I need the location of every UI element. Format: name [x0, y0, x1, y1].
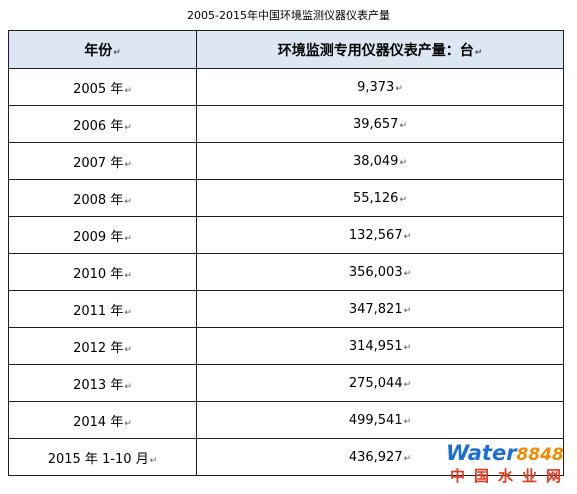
output-cell: 314,951↵ — [196, 327, 564, 365]
output-cell: 132,567↵ — [196, 216, 564, 254]
header-output: 环境监测专用仪器仪表产量：台↵ — [196, 30, 564, 69]
paragraph-mark-icon: ↵ — [403, 453, 412, 464]
paragraph-mark-icon: ↵ — [403, 268, 412, 279]
table-row: 2013 年↵ 275,044↵ — [8, 364, 564, 402]
paragraph-mark-icon: ↵ — [403, 305, 412, 316]
paragraph-mark-icon: ↵ — [124, 270, 132, 281]
year-cell: 2008 年↵ — [8, 179, 197, 217]
paragraph-mark-icon: ↵ — [124, 122, 132, 133]
year-cell: 2012 年↵ — [8, 327, 197, 365]
table-row: 2005 年↵ 9,373↵ — [8, 68, 564, 106]
production-table: 年份↵ 环境监测专用仪器仪表产量：台↵ 2005 年↵ 9,373↵ 2006 年↵… — [8, 30, 564, 476]
paragraph-mark-icon: ↵ — [124, 85, 132, 96]
output-cell: 436,927↵ — [196, 438, 564, 476]
year-cell: 2009 年↵ — [8, 216, 197, 254]
year-cell: 2013 年↵ — [8, 364, 197, 402]
table-header: 年份↵ 环境监测专用仪器仪表产量：台↵ — [8, 30, 564, 69]
output-cell: 347,821↵ — [196, 290, 564, 328]
paragraph-mark-icon: ↵ — [399, 157, 408, 168]
header-row: 年份↵ 环境监测专用仪器仪表产量：台↵ — [8, 30, 564, 69]
header-year: 年份↵ — [8, 30, 197, 69]
paragraph-mark-icon: ↵ — [124, 418, 132, 429]
output-cell: 38,049↵ — [196, 142, 564, 180]
table-row: 2009 年↵ 132,567↵ — [8, 216, 564, 254]
paragraph-mark-icon: ↵ — [124, 381, 132, 392]
paragraph-mark-icon: ↵ — [399, 120, 408, 131]
paragraph-mark-icon: ↵ — [124, 159, 132, 170]
paragraph-mark-icon: ↵ — [113, 47, 121, 58]
year-cell: 2011 年↵ — [8, 290, 197, 328]
table-row: 2011 年↵ 347,821↵ — [8, 290, 564, 328]
table-body: 2005 年↵ 9,373↵ 2006 年↵ 39,657↵ 2007 年↵ 38,049… — [8, 68, 564, 476]
table-row: 2012 年↵ 314,951↵ — [8, 327, 564, 365]
output-cell: 55,126↵ — [196, 179, 564, 217]
output-cell: 356,003↵ — [196, 253, 564, 291]
year-cell: 2014 年↵ — [8, 401, 197, 439]
output-cell: 9,373↵ — [196, 68, 564, 106]
paragraph-mark-icon: ↵ — [149, 455, 158, 466]
year-cell: 2005 年↵ — [8, 68, 197, 106]
paragraph-mark-icon: ↵ — [124, 307, 132, 318]
paragraph-mark-icon: ↵ — [403, 379, 412, 390]
year-cell: 2015 年 1-10 月↵ — [8, 438, 197, 476]
water8848-logo: Water8848 中国水业网 — [446, 441, 571, 485]
paragraph-mark-icon: ↵ — [403, 342, 412, 353]
table-title: 2005-2015年中国环境监测仪器仪表产量 — [187, 9, 390, 22]
output-cell: 275,044↵ — [196, 364, 564, 402]
paragraph-mark-icon: ↵ — [474, 47, 483, 58]
output-cell: 499,541↵ — [196, 401, 564, 439]
year-cell: 2007 年↵ — [8, 142, 197, 180]
paragraph-mark-icon: ↵ — [124, 196, 132, 207]
paragraph-mark-icon: ↵ — [403, 231, 412, 242]
year-cell: 2010 年↵ — [8, 253, 197, 291]
table-row: 2006 年↵ 39,657↵ — [8, 105, 564, 143]
paragraph-mark-icon: ↵ — [399, 194, 408, 205]
table-row: 2007 年↵ 38,049↵ — [8, 142, 564, 180]
output-cell: 39,657↵ — [196, 105, 564, 143]
paragraph-mark-icon: ↵ — [395, 83, 403, 94]
paragraph-mark-icon: ↵ — [124, 233, 132, 244]
table-row: 2008 年↵ 55,126↵ — [8, 179, 564, 217]
table-row: 2014 年↵ 499,541↵ — [8, 401, 564, 439]
paragraph-mark-icon: ↵ — [403, 416, 412, 427]
paragraph-mark-icon: ↵ — [124, 344, 132, 355]
year-cell: 2006 年↵ — [8, 105, 197, 143]
table-row: 2010 年↵ 356,003↵ — [8, 253, 564, 291]
table-row: 2015 年 1-10 月↵ 436,927↵ — [8, 438, 564, 476]
